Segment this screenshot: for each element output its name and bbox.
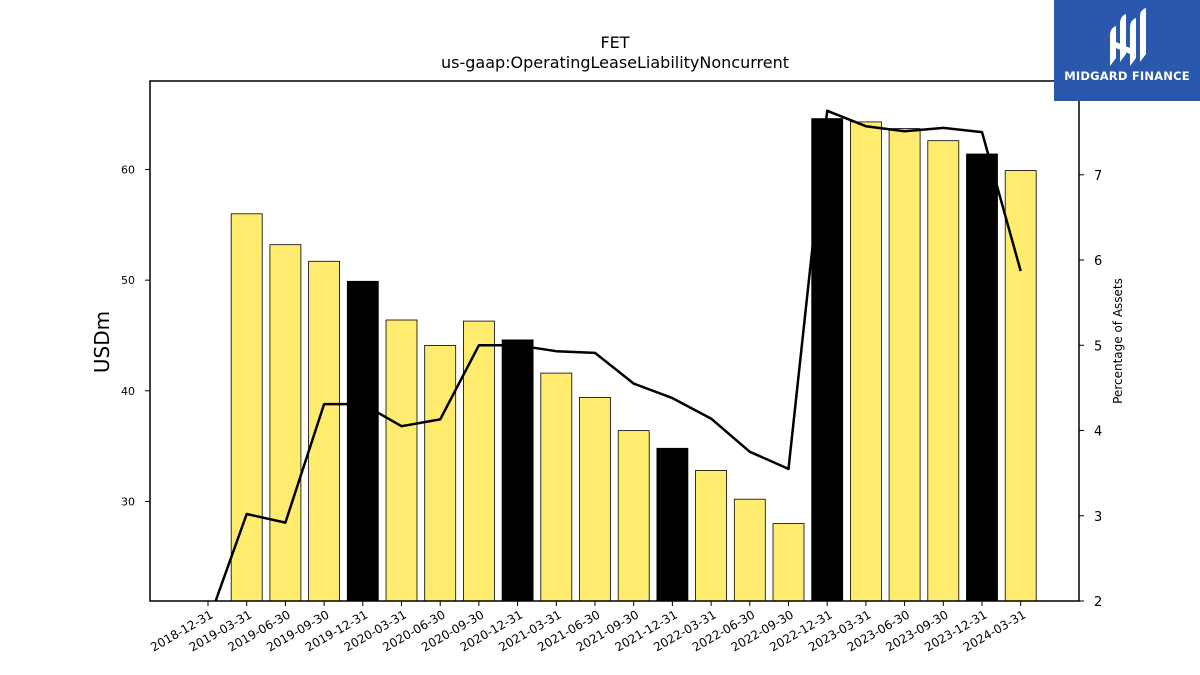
y-left-tick-label: 60 bbox=[121, 164, 135, 177]
x-axis: 2018-12-312019-03-312019-06-302019-09-30… bbox=[148, 601, 1028, 654]
bar-2020-12-31 bbox=[501, 339, 534, 602]
y-right-tick-label: 3 bbox=[1094, 510, 1102, 525]
y-axis-left-label: USDm bbox=[90, 311, 114, 373]
bar-2020-09-30 bbox=[462, 320, 495, 602]
brand-logo: MIDGARD FINANCE bbox=[1054, 0, 1200, 101]
bar-2019-12-31 bbox=[346, 280, 379, 602]
y-right-tick-label: 5 bbox=[1094, 339, 1102, 354]
bar-2023-03-31 bbox=[850, 121, 882, 602]
bar-2019-09-30 bbox=[308, 260, 341, 602]
bar-2022-12-31 bbox=[811, 118, 844, 602]
y-axis-right: 2 3 4 5 6 7 bbox=[1079, 169, 1102, 610]
bar-2019-03-31 bbox=[230, 213, 263, 602]
y-axis-right-label: Percentage of Assets bbox=[1111, 278, 1125, 404]
bar-2021-06-30 bbox=[579, 396, 611, 602]
bar-2022-06-30 bbox=[733, 498, 766, 602]
bar-2024-03-31 bbox=[1004, 170, 1037, 602]
chart-title: FET bbox=[600, 33, 629, 52]
line-layer bbox=[214, 109, 1022, 601]
bars-layer bbox=[230, 118, 1037, 602]
y-left-tick-label: 40 bbox=[121, 385, 135, 398]
bar-2023-06-30 bbox=[888, 128, 921, 602]
y-right-tick-label: 4 bbox=[1094, 425, 1102, 440]
bar-2020-03-31 bbox=[385, 319, 418, 602]
y-left-tick-label: 30 bbox=[121, 495, 135, 508]
y-right-tick-label: 6 bbox=[1094, 254, 1102, 269]
midgard-finance-logo-icon bbox=[1110, 8, 1146, 66]
line-series-percentage-of-assets bbox=[214, 109, 1022, 601]
y-axis-left: 30 40 50 60 bbox=[121, 164, 150, 508]
bar-2023-09-30 bbox=[927, 140, 960, 602]
bar-2019-06-30 bbox=[269, 244, 302, 602]
y-right-tick-label: 7 bbox=[1094, 169, 1102, 184]
bar-2021-12-31 bbox=[656, 447, 689, 602]
chart-subtitle: us-gaap:OperatingLeaseLiabilityNoncurren… bbox=[441, 53, 789, 72]
y-left-tick-label: 50 bbox=[121, 274, 135, 287]
bar-2022-09-30 bbox=[772, 523, 805, 602]
logo-text: MIDGARD FINANCE bbox=[1064, 69, 1190, 83]
bar-2022-03-31 bbox=[695, 469, 727, 602]
bar-2023-12-31 bbox=[966, 153, 998, 602]
bar-2021-09-30 bbox=[617, 430, 650, 602]
plot-frame bbox=[149, 80, 1080, 602]
y-right-tick-label: 2 bbox=[1094, 595, 1102, 610]
bar-2021-03-31 bbox=[540, 372, 573, 602]
bar-2020-06-30 bbox=[424, 344, 457, 602]
